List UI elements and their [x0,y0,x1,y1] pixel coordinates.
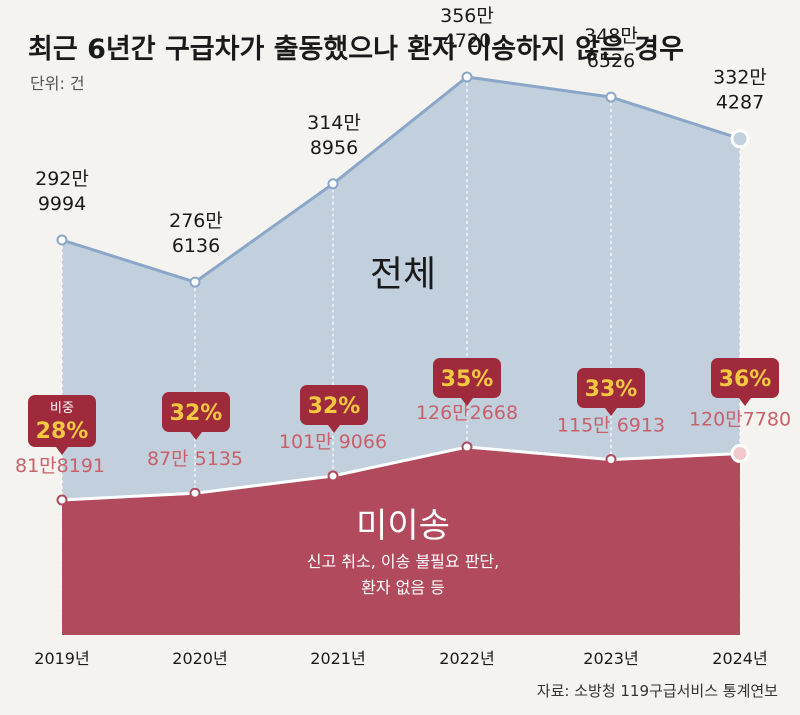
total-value-label: 6136 [172,235,220,257]
share-callout [711,358,779,398]
untransported-value-label: 101만 9066 [279,431,387,453]
x-tick-label: 2023년 [583,649,638,668]
untransported-point [605,454,617,466]
untransported-value-label: 115만 6913 [557,415,665,437]
total-series-label: 전체 [370,254,436,295]
untransported-point [56,494,68,506]
untransported-line [61,445,741,502]
share-callout-pointer [605,408,617,416]
untransported-point [461,441,473,453]
total-value-label: 8956 [310,137,358,159]
total-point [189,276,201,288]
unit-label: 단위: 건 [30,74,85,93]
share-value: 36% [719,367,772,392]
untransported-subtitle: 환자 없음 등 [361,578,445,597]
share-callout [577,368,645,408]
share-value: 35% [441,367,494,392]
x-tick-label: 2022년 [439,649,494,668]
share-callout-pointer [190,432,202,440]
x-tick-label: 2021년 [310,649,365,668]
untransported-value-label: 87만 5135 [147,448,243,470]
total-line [61,75,741,284]
share-callout [162,392,230,432]
total-point [730,129,750,149]
chart-title: 최근 6년간 구급차가 출동했으나 환자 이송하지 않은 경우 [28,34,684,65]
share-callout-pointer [56,447,68,455]
total-value-label: 348만 [584,25,638,47]
share-callout-pointer [739,398,751,406]
share-value: 32% [308,394,361,419]
total-point [56,234,68,246]
share-callout [28,395,96,447]
x-tick-label: 2019년 [34,649,89,668]
untransported-value-label: 81만8191 [15,455,105,477]
total-point [327,178,339,190]
share-value: 28% [36,419,89,444]
total-value-label: 292만 [35,168,89,190]
share-value: 33% [585,377,638,402]
x-tick-label: 2020년 [172,649,227,668]
total-value-label: 4720 [443,30,491,52]
total-value-label: 276만 [169,210,223,232]
source-note: 자료: 소방청 119구급서비스 통계연보 [537,682,778,700]
plot-area: 292만 9994 276만 6136 314만 8956 356만 4720 348만 6526… [15,5,791,668]
total-point [461,71,473,83]
total-point [605,91,617,103]
x-tick-label: 2024년 [712,649,767,668]
share-callout-pointer [461,398,473,406]
untransported-value-label: 126만2668 [416,402,518,424]
untransported-area [62,447,740,635]
total-value-label: 314만 [307,112,361,134]
untransported-point [189,487,201,499]
total-value-label: 332만 [713,67,767,89]
total-value-label: 6526 [587,50,635,72]
untransported-subtitle: 신고 취소, 이송 불필요 판단, [307,552,499,571]
share-callout [300,385,368,425]
untransported-value-label: 120만7780 [689,409,791,431]
share-label: 비중 [50,401,74,416]
total-value-label: 356만 [440,5,494,27]
share-value: 32% [170,401,223,426]
untransported-series-label: 미이송 [356,506,450,546]
untransported-point [327,470,339,482]
total-value-label: 4287 [716,92,764,114]
untransported-point [730,444,750,464]
total-value-label: 9994 [38,193,86,215]
share-callout [433,358,501,398]
share-callout-pointer [328,425,340,433]
